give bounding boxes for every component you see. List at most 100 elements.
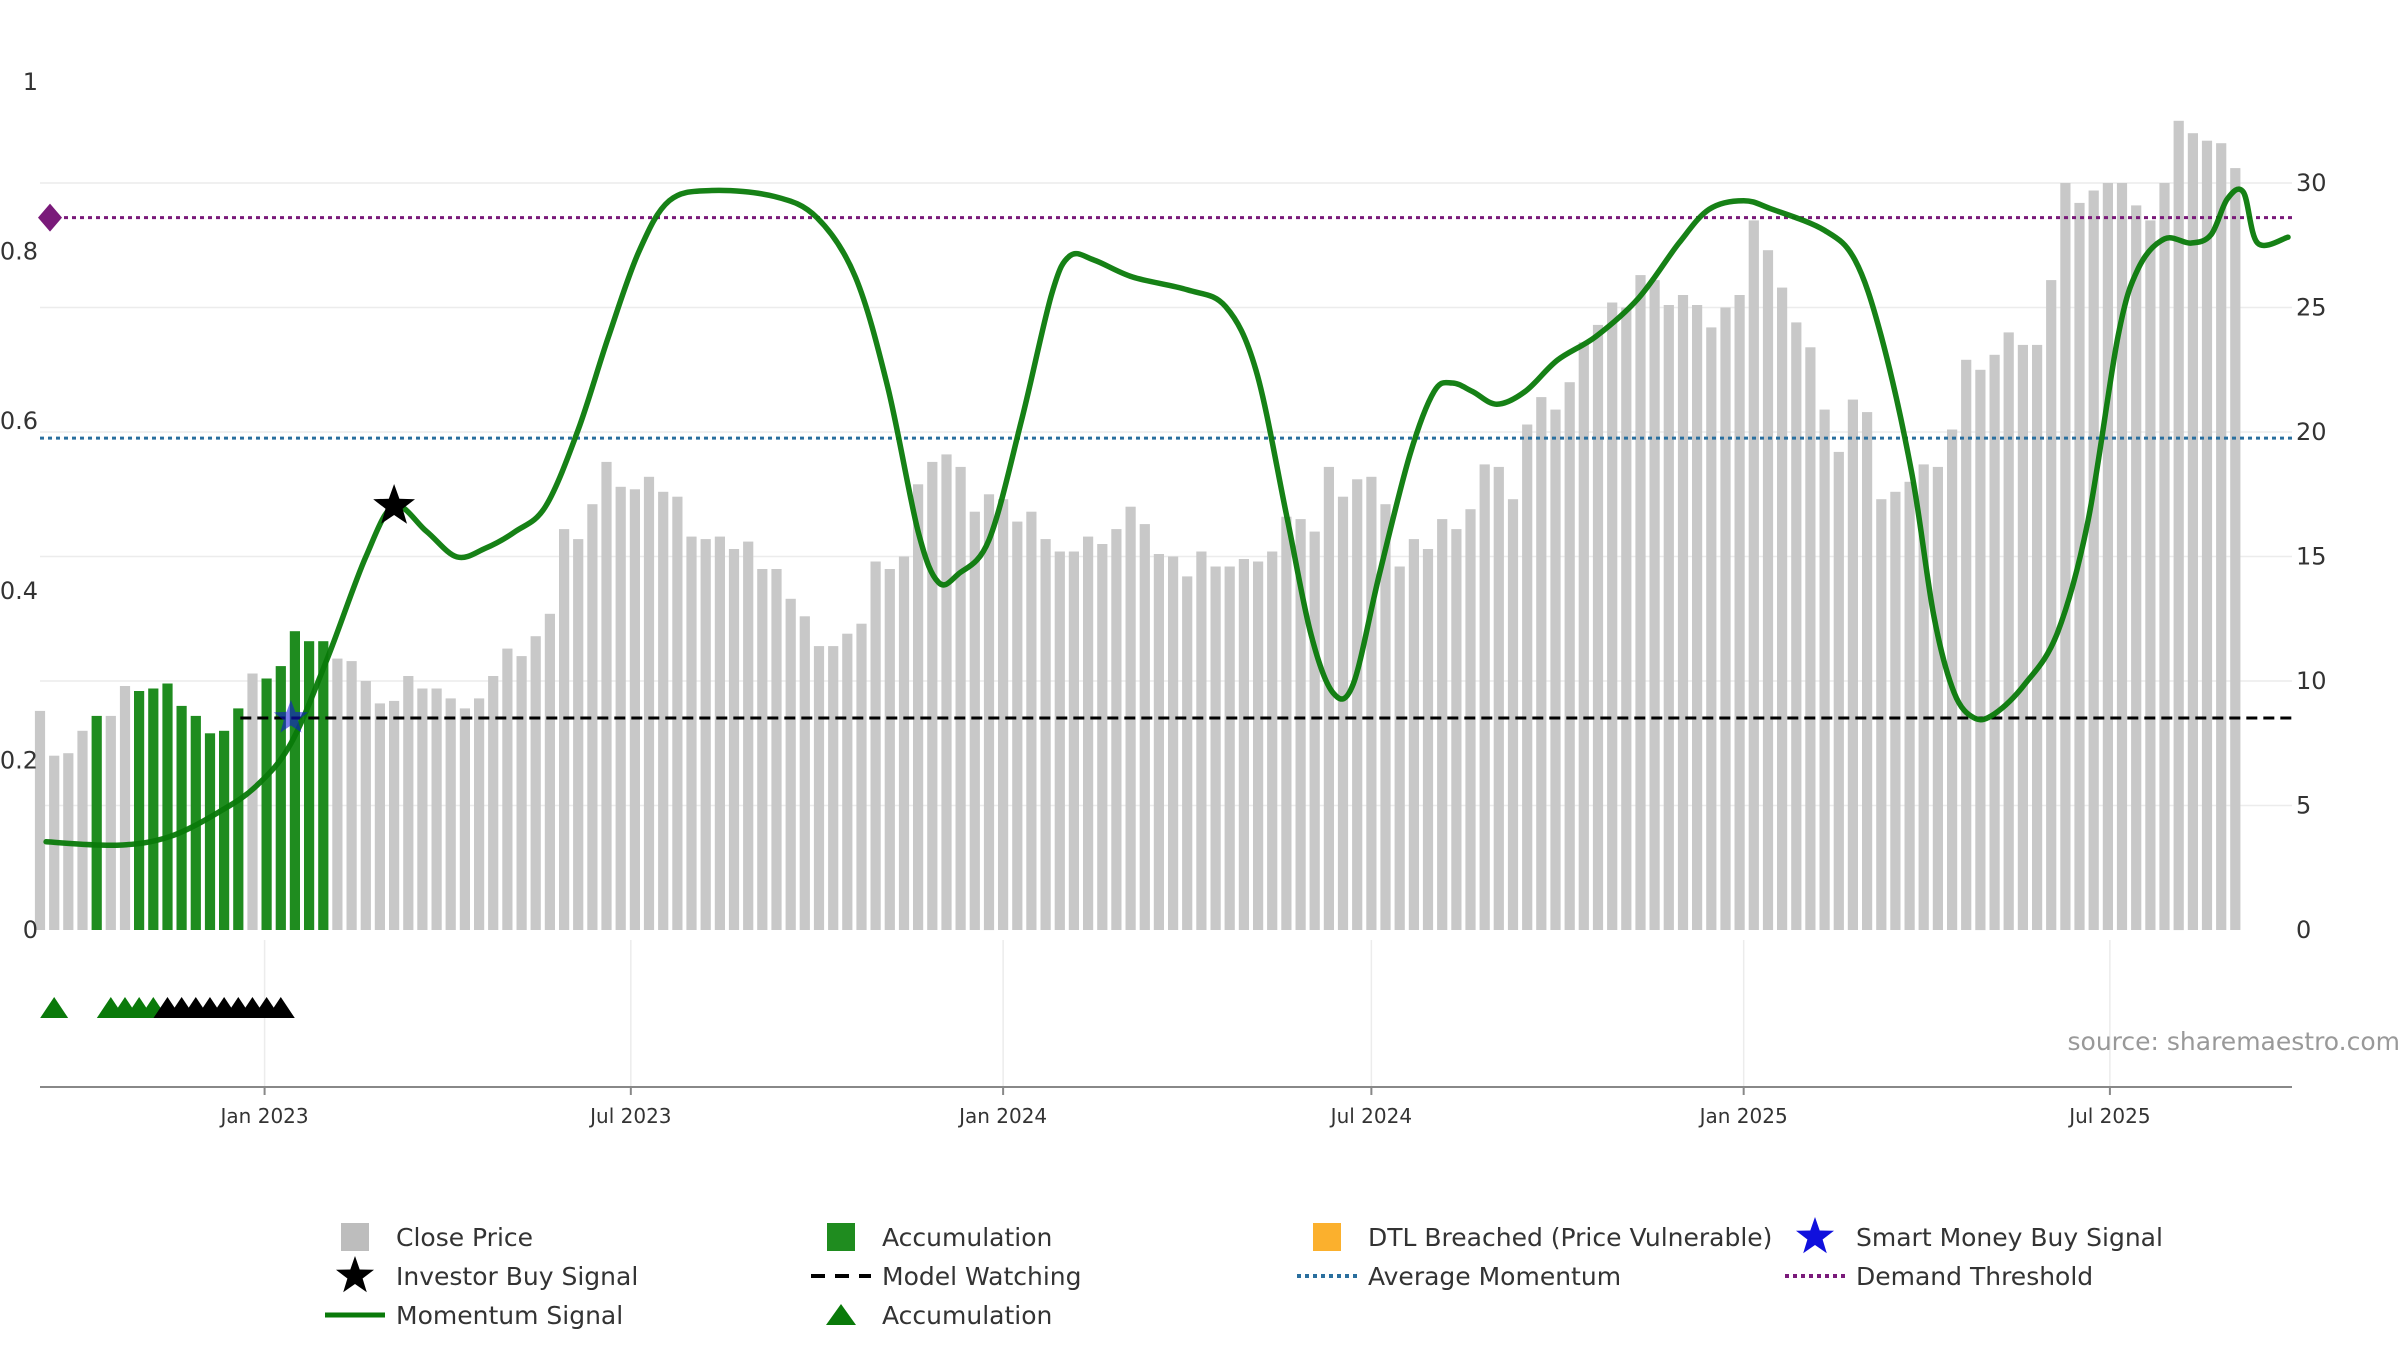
price-bar (983, 494, 995, 931)
price-bar (1182, 576, 1193, 930)
price-bar (1253, 561, 1264, 930)
price-bar (105, 715, 116, 930)
price-bar (1394, 566, 1405, 930)
price-bar (2216, 143, 2227, 930)
price-bar (2102, 183, 2113, 930)
price-bar (1352, 479, 1363, 930)
price-bar (2060, 183, 2071, 930)
legend-item-watch: Model Watching (811, 1262, 1082, 1291)
price-bar (1578, 342, 1589, 930)
price-bar (247, 673, 258, 930)
price-bar (1932, 466, 1943, 930)
legend-label: Momentum Signal (396, 1301, 623, 1330)
price-bar (1168, 556, 1179, 930)
legend-label: Demand Threshold (1856, 1262, 2093, 1291)
price-bar (898, 556, 910, 930)
left-tick-label: 0.4 (0, 577, 38, 605)
legend: Close Price Accumulation DTL Breached (Pri… (325, 1217, 2163, 1330)
price-bar (1649, 280, 1660, 931)
price-bar (318, 641, 329, 930)
price-bar (1536, 397, 1547, 931)
price-bar (2187, 133, 2198, 930)
price-bar (1805, 347, 1816, 930)
price-bar (856, 623, 867, 930)
price-bar (1479, 464, 1490, 930)
price-bar (1054, 551, 1065, 930)
left-tick-label: 0 (23, 916, 38, 944)
price-bar (1210, 566, 1221, 930)
price-bar (1890, 491, 1901, 930)
legend-label: Average Momentum (1368, 1262, 1621, 1291)
price-bar (1068, 551, 1079, 930)
legend-label: Close Price (396, 1223, 533, 1252)
price-bar (1451, 529, 1462, 930)
price-bar (1663, 305, 1674, 930)
price-bar (1465, 509, 1476, 930)
price-bar (360, 681, 371, 930)
price-bar (1989, 354, 2000, 930)
legend-item-dtl: DTL Breached (Price Vulnerable) (1313, 1223, 1772, 1252)
price-bar (1720, 307, 1731, 930)
price-bar (573, 539, 584, 930)
close-price-bars (34, 120, 2241, 931)
price-bar (119, 686, 131, 930)
legend-label: Smart Money Buy Signal (1856, 1223, 2163, 1252)
price-bar (1111, 529, 1122, 930)
price-bar (1592, 324, 1604, 930)
price-bar (2088, 190, 2099, 930)
price-bar (1748, 220, 1759, 930)
price-bar (1692, 305, 1703, 930)
price-bar (828, 646, 839, 930)
price-bar (714, 536, 725, 930)
price-bar (2032, 344, 2043, 930)
price-bar (1904, 481, 1915, 930)
price-bar (2003, 332, 2014, 930)
price-bar (1437, 519, 1448, 930)
price-bar (332, 658, 343, 930)
price-bar (1097, 544, 1108, 930)
price-bar (204, 733, 216, 930)
price-bar (629, 489, 640, 930)
left-tick-label: 0.8 (0, 238, 38, 266)
price-bar (672, 496, 683, 930)
price-bar (1847, 399, 1858, 931)
price-bar (601, 461, 612, 930)
price-bar (148, 688, 159, 930)
price-bar (445, 698, 456, 930)
x-tick-label: Jul 2024 (1329, 1104, 1412, 1128)
price-bar (233, 708, 244, 930)
smart-money-buy-signal-star (273, 700, 308, 733)
price-bar (813, 646, 825, 930)
price-bar (2230, 168, 2241, 931)
price-bar (304, 641, 315, 930)
price-bar (1422, 549, 1434, 930)
price-bar (941, 454, 952, 930)
price-bar (2116, 183, 2128, 930)
price-bar (1083, 536, 1094, 930)
price-bar (1281, 516, 1292, 930)
accumulation-triangle (40, 997, 69, 1018)
legend-swatch (341, 1223, 369, 1251)
price-bar (785, 598, 796, 930)
price-bar (1309, 531, 1320, 930)
price-bar (1493, 466, 1504, 930)
price-bar (1862, 412, 1873, 931)
accumulation-triangle (266, 997, 295, 1018)
price-bar (459, 708, 470, 930)
signal-markers (40, 484, 415, 1018)
price-bar (1139, 524, 1150, 930)
right-tick-label: 20 (2296, 418, 2327, 446)
price-bar (686, 536, 697, 930)
price-bar (530, 636, 541, 930)
price-bar (1323, 466, 1334, 930)
price-bar (998, 499, 1009, 930)
price-bar (176, 705, 187, 930)
price-bar (1762, 250, 1774, 930)
price-bar (615, 486, 626, 930)
price-bar (2046, 280, 2057, 931)
price-bar (2159, 183, 2170, 930)
price-bar (275, 666, 286, 930)
price-bar (134, 691, 145, 930)
x-tick-label: Jan 2023 (219, 1104, 309, 1128)
price-bar (2145, 220, 2156, 930)
